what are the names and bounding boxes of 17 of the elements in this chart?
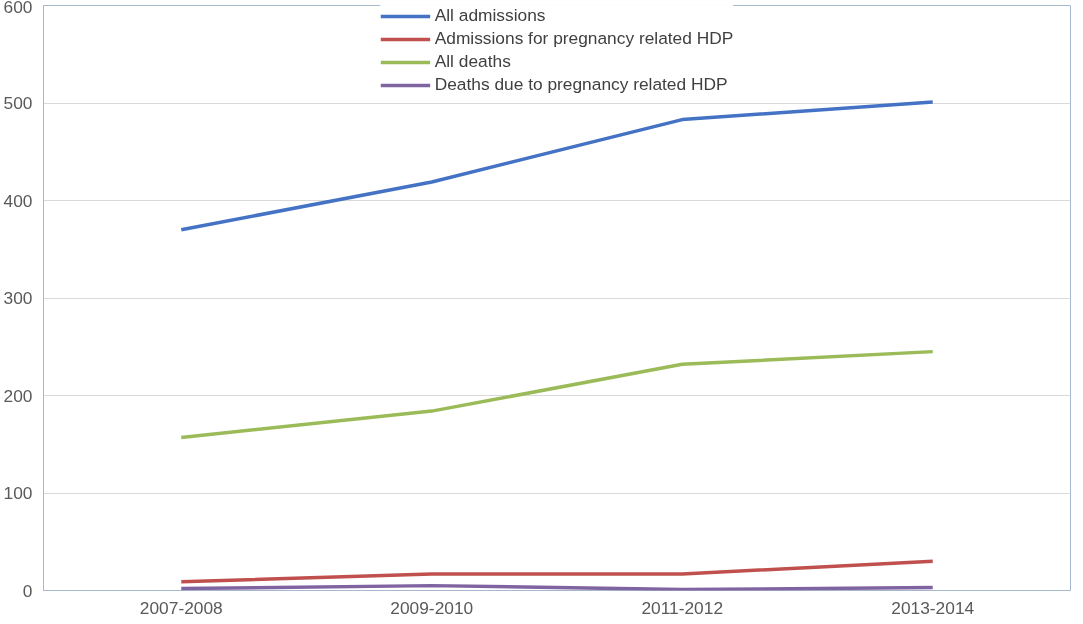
legend-label: All admissions bbox=[434, 5, 546, 26]
x-tick-label: 2009-2010 bbox=[390, 597, 474, 618]
x-tick-label: 2013-2014 bbox=[891, 597, 975, 618]
legend-label: Admissions for pregnancy related HDP bbox=[434, 28, 734, 49]
y-tick-label: 300 bbox=[3, 288, 33, 308]
line-series bbox=[179, 349, 935, 440]
y-tick-label: 600 bbox=[3, 0, 33, 17]
y-tick-label: 200 bbox=[3, 385, 33, 406]
y-tick-label: 400 bbox=[3, 190, 33, 211]
y-tick-label: 0 bbox=[22, 580, 33, 601]
y-tick-label: 500 bbox=[3, 93, 33, 113]
x-tick-label: 2011-2012 bbox=[641, 597, 724, 618]
legend-label: Deaths due to pregnancy related HDP bbox=[434, 74, 728, 95]
y-tick-label: 100 bbox=[3, 483, 33, 503]
legend-label: All deaths bbox=[434, 51, 511, 72]
x-tick-label: 2007-2008 bbox=[139, 597, 223, 618]
line-series bbox=[179, 100, 935, 232]
